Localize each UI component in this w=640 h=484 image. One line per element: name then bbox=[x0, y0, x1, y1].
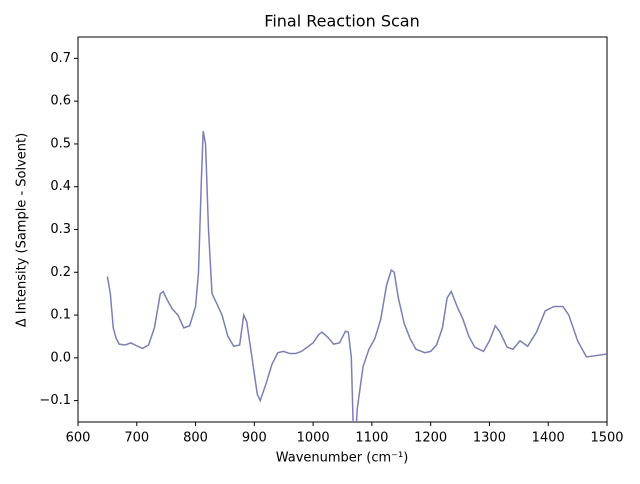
x-tick-label: 600 bbox=[66, 431, 91, 446]
y-axis-label: Δ Intensity (Sample - Solvent) bbox=[15, 133, 30, 327]
x-tick-label: 800 bbox=[183, 431, 208, 446]
x-tick-label: 1400 bbox=[532, 431, 565, 446]
plot-frame bbox=[77, 36, 608, 423]
x-tick-label: 1200 bbox=[414, 431, 447, 446]
x-tick-label: 700 bbox=[124, 431, 149, 446]
y-tick-label: 0.3 bbox=[50, 222, 71, 237]
y-tick-label: 0.0 bbox=[50, 350, 71, 365]
data-line bbox=[106, 130, 607, 422]
x-tick-label: 1300 bbox=[473, 431, 506, 446]
y-tick-label: 0.4 bbox=[50, 179, 71, 194]
y-tick-label: 0.2 bbox=[50, 265, 71, 280]
x-tick-label: 1000 bbox=[297, 431, 330, 446]
y-tick-label: 0.7 bbox=[50, 51, 71, 66]
x-tick-label: 900 bbox=[242, 431, 267, 446]
y-tick-label: 0.5 bbox=[50, 136, 71, 151]
y-tick-label: 0.6 bbox=[50, 94, 71, 109]
x-axis-label: Wavenumber (cm⁻¹) bbox=[276, 451, 409, 466]
x-tick-label: 1100 bbox=[355, 431, 388, 446]
y-tick-label: −0.1 bbox=[39, 393, 71, 408]
x-tick-label: 1500 bbox=[590, 431, 623, 446]
y-tick-label: 0.1 bbox=[50, 308, 71, 323]
chart-title: Final Reaction Scan bbox=[264, 12, 419, 31]
